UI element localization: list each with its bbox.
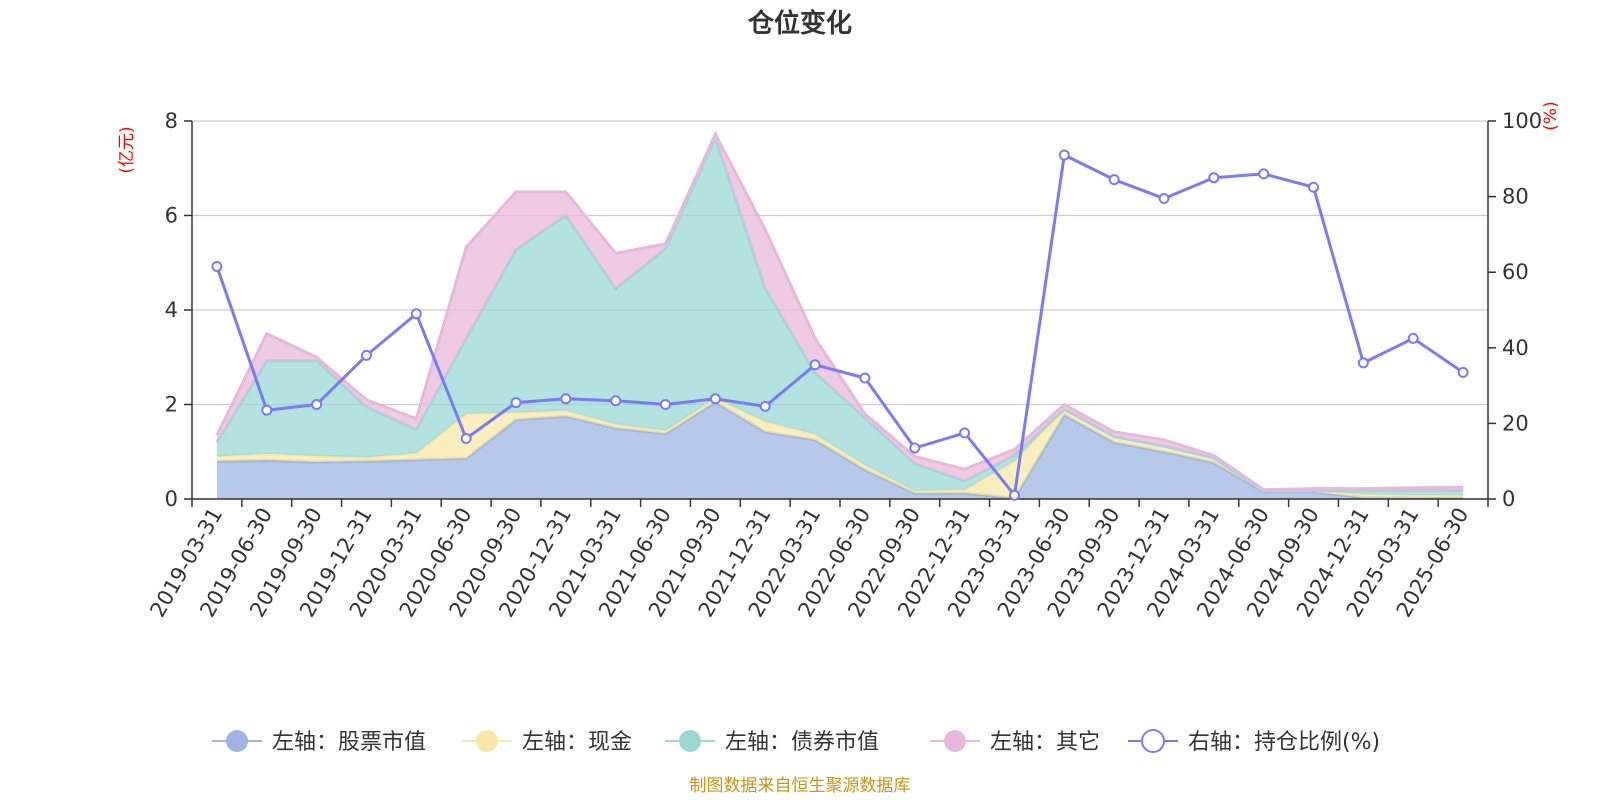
area-左轴：股票市值 <box>216 402 1464 499</box>
ratio-point <box>1208 172 1220 184</box>
ratio-line <box>215 153 1464 497</box>
chart-title: 仓位变化 <box>747 8 852 39</box>
ratio-point <box>1258 168 1270 180</box>
ratio-point <box>909 442 921 454</box>
stacked-areas <box>215 130 1464 500</box>
legend-marker <box>1141 729 1165 753</box>
legend-label: 左轴：现金 <box>522 730 632 755</box>
left-tick-label: 4 <box>165 298 178 322</box>
legend-marker <box>226 730 248 752</box>
right-tick-label: 60 <box>1502 260 1529 284</box>
right-axis-unit: (%) <box>1541 101 1561 130</box>
area-左轴：其它 <box>216 134 1464 491</box>
ratio-point <box>1058 149 1070 161</box>
ratio-point <box>859 372 871 384</box>
ratio-point <box>610 395 622 407</box>
legend-item[interactable]: 左轴：股票市值 <box>212 730 426 755</box>
legend-item[interactable]: 左轴：现金 <box>462 730 632 755</box>
legend-item[interactable]: 右轴：持仓比例(%) <box>1128 729 1380 755</box>
ratio-point <box>759 400 771 412</box>
right-tick-label: 80 <box>1502 185 1529 209</box>
data-source-note: 制图数据来自恒生聚源数据库 <box>690 776 911 796</box>
ratio-point <box>211 261 223 272</box>
legend-item[interactable]: 左轴：债券市值 <box>665 730 879 755</box>
legend-item[interactable]: 左轴：其它 <box>930 730 1100 755</box>
ratio-point <box>460 433 472 444</box>
ratio-point <box>1108 174 1120 186</box>
ratio-point <box>1308 181 1319 193</box>
ratio-point <box>1158 193 1170 204</box>
ratio-point <box>1009 489 1020 501</box>
ratio-point <box>709 393 721 405</box>
ratio-point <box>809 359 821 371</box>
left-tick-label: 6 <box>165 204 178 228</box>
left-tick-label: 2 <box>165 393 178 417</box>
area-左轴：债券市值 <box>216 137 1464 496</box>
right-tick-label: 100 <box>1502 109 1542 133</box>
right-tick-label: 0 <box>1502 487 1515 511</box>
ratio-point <box>1407 332 1419 344</box>
legend-label: 左轴：股票市值 <box>272 730 426 755</box>
ratio-point <box>510 397 522 409</box>
legend-marker <box>679 730 701 752</box>
legend-label: 左轴：债券市值 <box>725 730 879 755</box>
area-左轴：现金 <box>216 398 1464 499</box>
ratio-point <box>959 427 971 439</box>
ratio-point <box>660 399 671 410</box>
ratio-point <box>1457 366 1469 378</box>
legend-marker <box>944 730 966 752</box>
right-tick-label: 20 <box>1502 411 1529 435</box>
left-axis-unit: (亿元) <box>117 126 137 173</box>
legend: 左轴：股票市值 左轴：现金 左轴：债券市值 左轴：其它 右轴：持仓比例(%) <box>212 729 1380 755</box>
ratio-point <box>261 404 273 416</box>
legend-label: 右轴：持仓比例(%) <box>1188 730 1380 755</box>
ratio-point <box>410 308 422 320</box>
left-tick-label: 0 <box>165 487 178 511</box>
left-tick-label: 8 <box>165 109 178 133</box>
ratio-point <box>1357 357 1369 369</box>
position-ratio-line <box>211 149 1469 501</box>
right-tick-label: 40 <box>1502 336 1529 360</box>
area-edge-左轴：其它 <box>215 130 1464 492</box>
legend-label: 左轴：其它 <box>990 730 1100 755</box>
ratio-point <box>361 349 372 361</box>
grid-lines <box>192 120 1488 406</box>
ratio-point <box>560 393 572 405</box>
ratio-point <box>311 399 323 410</box>
legend-marker <box>476 730 498 752</box>
